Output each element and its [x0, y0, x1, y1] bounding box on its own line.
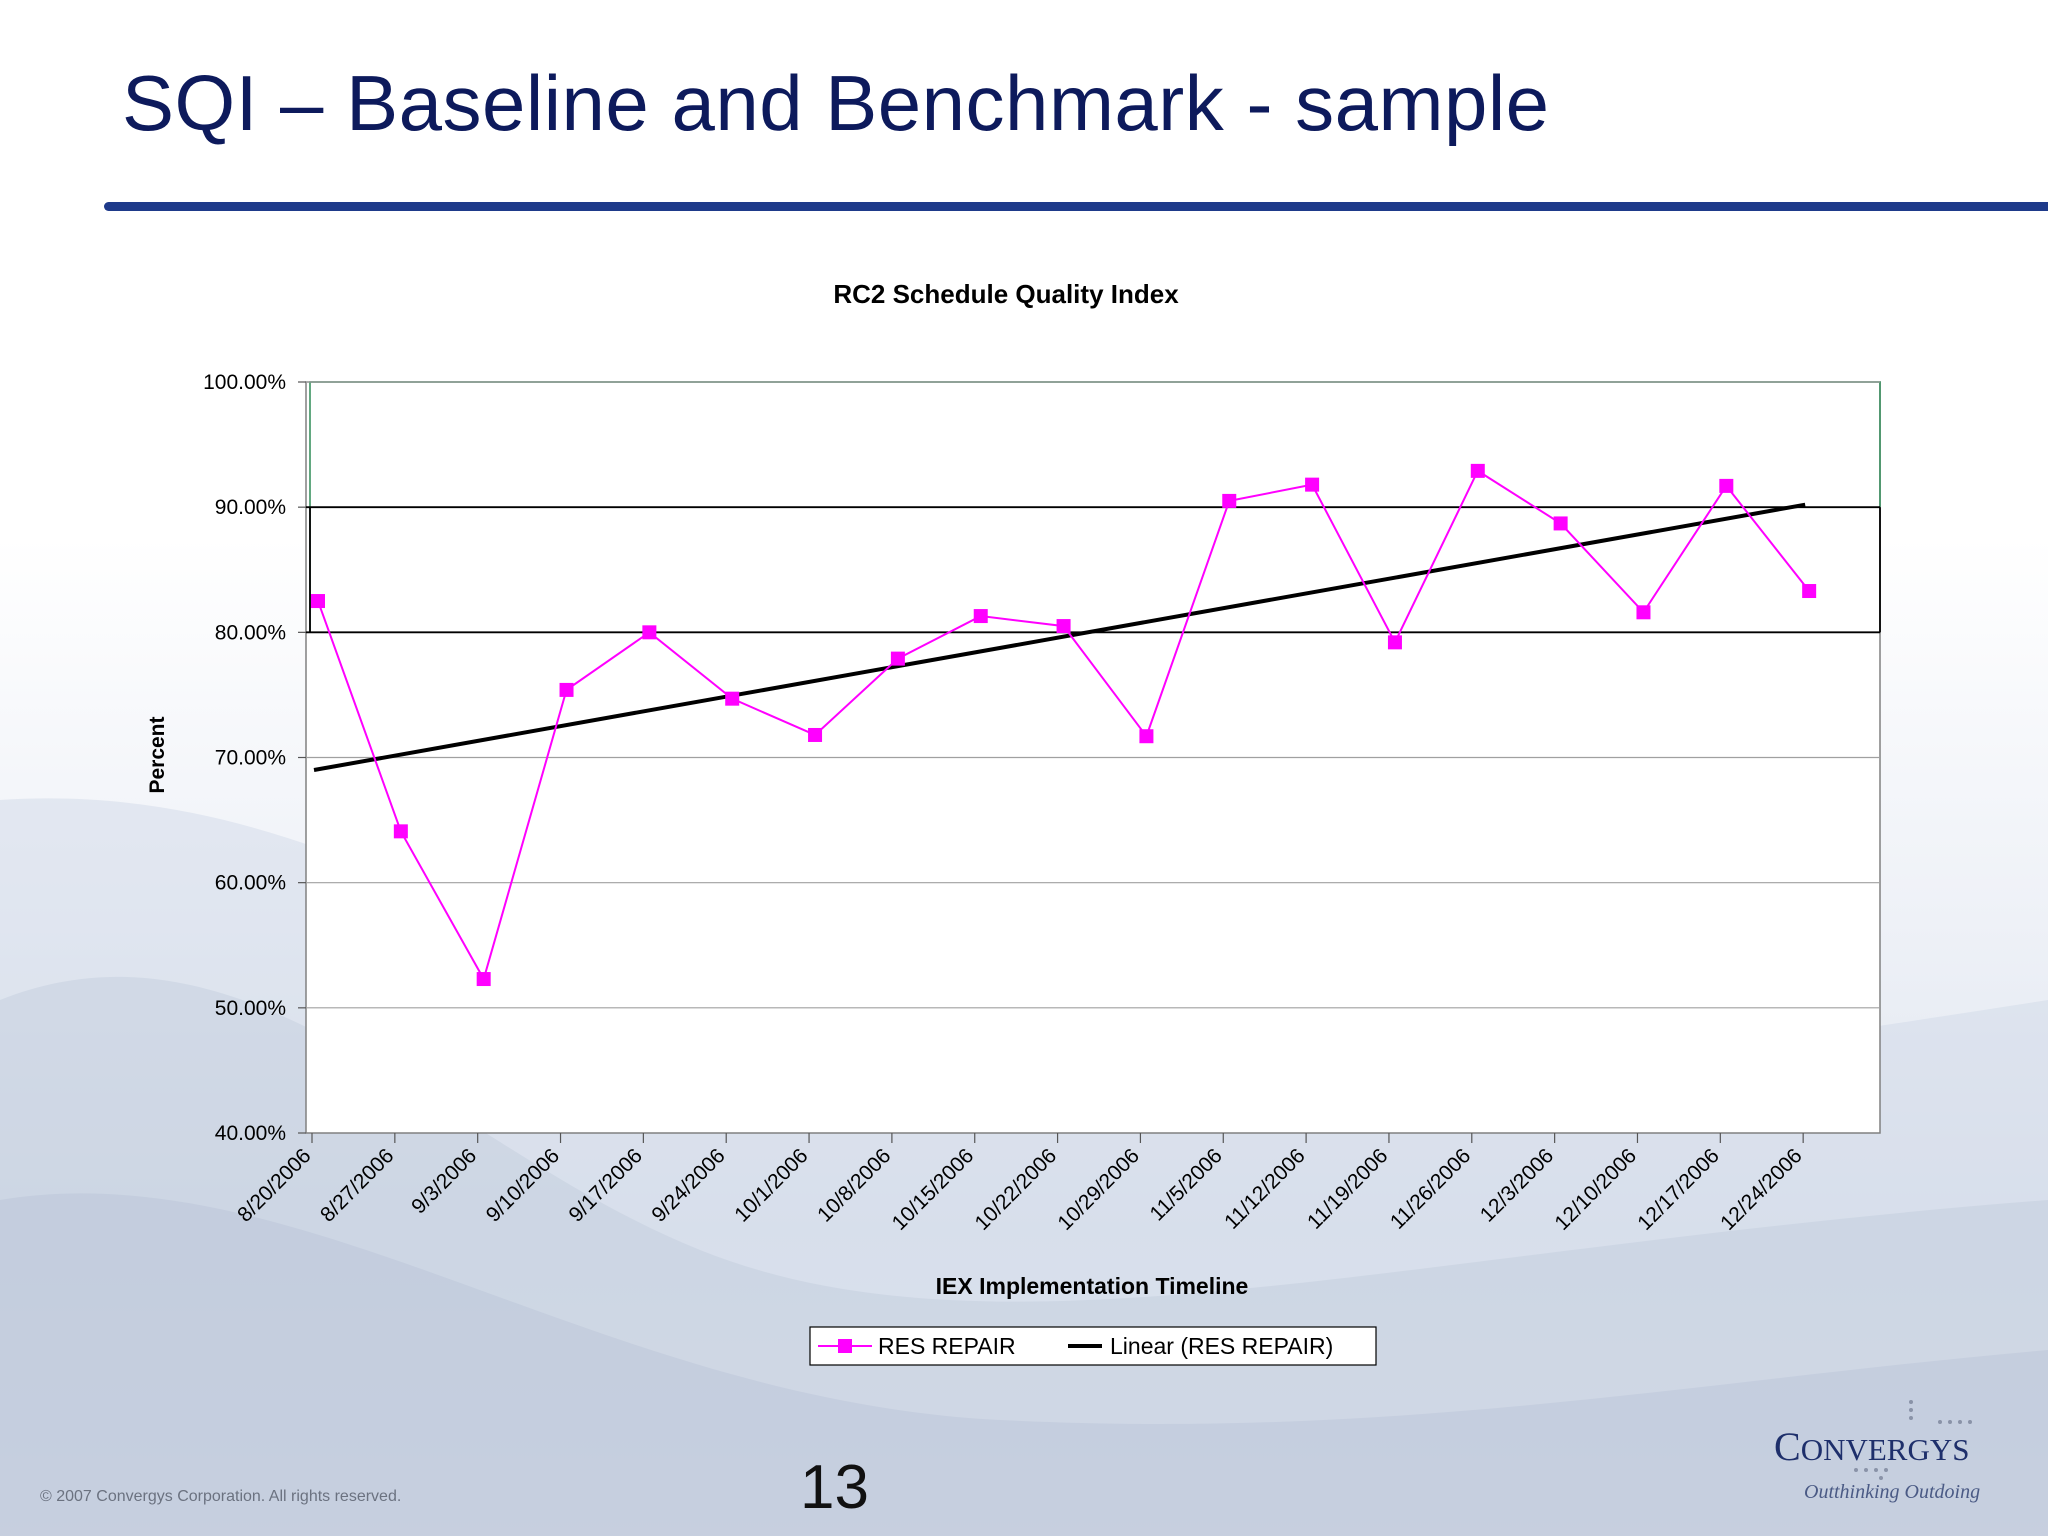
- data-point: [973, 609, 988, 624]
- x-tick-label: 11/19/2006: [1303, 1144, 1392, 1233]
- y-tick-label: 60.00%: [215, 872, 286, 895]
- slide-title: SQI – Baseline and Benchmark - sample: [122, 59, 1550, 147]
- data-point: [1636, 605, 1651, 620]
- legend-label: RES REPAIR: [878, 1333, 1016, 1359]
- data-point: [1802, 584, 1817, 599]
- chart-title: RC2 Schedule Quality Index: [833, 279, 1179, 309]
- copyright-notice: © 2007 Convergys Corporation. All rights…: [40, 1488, 402, 1505]
- svg-text:CONVERGYS: CONVERGYS: [1774, 1424, 1969, 1469]
- x-tick-label: 9/3/2006: [407, 1144, 481, 1218]
- data-point: [393, 824, 408, 839]
- data-point: [642, 625, 657, 640]
- x-tick-label: 8/27/2006: [316, 1144, 398, 1226]
- x-tick-label: 12/17/2006: [1633, 1144, 1724, 1235]
- legend-label: Linear (RES REPAIR): [1110, 1333, 1333, 1359]
- y-tick-label: 70.00%: [215, 747, 286, 770]
- x-tick-label: 11/12/2006: [1220, 1144, 1309, 1233]
- x-tick-label: 8/20/2006: [233, 1144, 315, 1226]
- page-number: 13: [800, 1453, 869, 1522]
- svg-text:Outthinking Outdoing: Outthinking Outdoing: [1804, 1481, 1980, 1503]
- legend-swatch-marker: [838, 1339, 852, 1353]
- data-point: [1553, 516, 1568, 531]
- x-axis-label: IEX Implementation Timeline: [936, 1273, 1249, 1299]
- data-point: [1222, 493, 1237, 508]
- data-point: [1470, 463, 1485, 478]
- x-tick-label: 10/1/2006: [730, 1144, 812, 1226]
- x-tick-label: 9/10/2006: [482, 1144, 564, 1226]
- y-axis-label: Percent: [146, 716, 169, 793]
- y-tick-label: 90.00%: [215, 496, 286, 519]
- x-tick-label: 12/10/2006: [1550, 1144, 1641, 1235]
- data-point: [1719, 478, 1734, 493]
- x-tick-label: 10/29/2006: [1053, 1144, 1144, 1235]
- data-point: [808, 727, 823, 742]
- x-tick-label: 9/24/2006: [647, 1144, 729, 1226]
- data-point: [725, 691, 740, 706]
- data-point: [1056, 619, 1071, 634]
- data-point: [311, 594, 325, 609]
- data-point: [1387, 635, 1402, 650]
- data-point: [476, 972, 491, 987]
- x-tick-label: 10/15/2006: [888, 1144, 979, 1235]
- x-tick-label: 10/22/2006: [971, 1144, 1062, 1235]
- x-tick-label: 9/17/2006: [565, 1144, 647, 1226]
- y-tick-label: 40.00%: [215, 1122, 286, 1145]
- chart: 40.00% 50.00% 60.00% 70.00% 80.00% 90.00% 100.…: [146, 279, 1881, 1366]
- data-point: [559, 682, 574, 697]
- x-tick-label: 11/26/2006: [1386, 1144, 1475, 1233]
- y-tick-label: 80.00%: [215, 621, 286, 644]
- title-rule: [104, 202, 2048, 211]
- data-point: [1305, 477, 1320, 492]
- trendline: [313, 502, 1806, 772]
- y-tick-label: 100.00%: [203, 371, 286, 394]
- x-tick-label: 12/24/2006: [1716, 1144, 1807, 1235]
- y-tick-label: 50.00%: [215, 997, 286, 1020]
- data-point: [890, 651, 905, 666]
- data-point: [1139, 729, 1154, 744]
- x-tick-label: 11/5/2006: [1146, 1144, 1227, 1225]
- x-tick-label: 10/8/2006: [813, 1144, 895, 1226]
- convergys-logo: CONVERGYS Outthinking Outdoing: [1774, 1400, 1980, 1503]
- legend: [809, 1326, 1377, 1366]
- x-tick-label: 12/3/2006: [1476, 1144, 1558, 1226]
